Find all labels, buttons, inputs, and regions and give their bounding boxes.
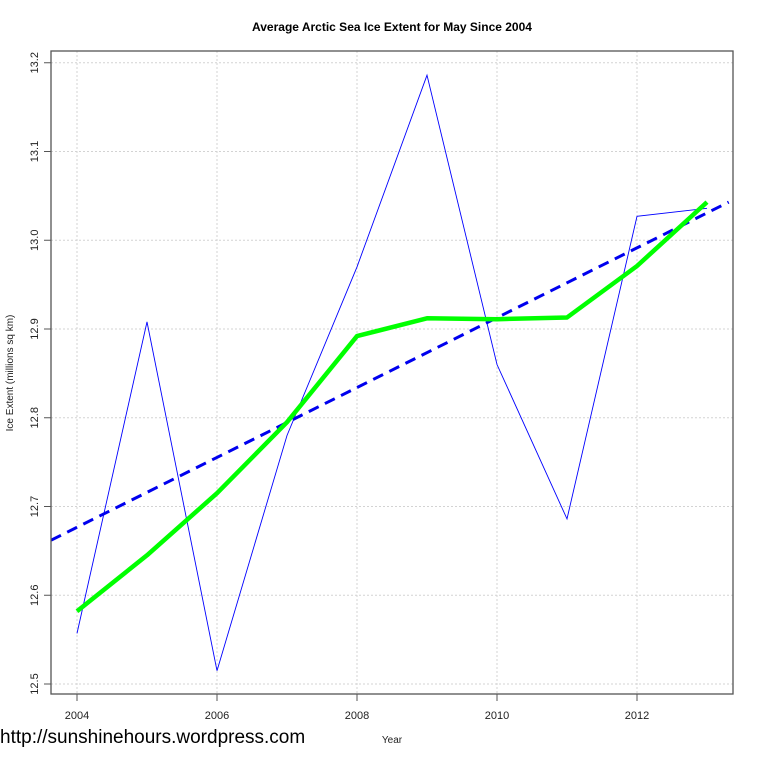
- series-trend-line: [50, 200, 730, 542]
- x-tick-label: 2010: [485, 710, 509, 722]
- y-tick-label: 12.5: [29, 673, 41, 694]
- plot-area: [50, 73, 730, 671]
- y-tick-label: 12.9: [29, 318, 41, 339]
- y-tick-label: 12.6: [29, 585, 41, 606]
- axes: 2004 2006 2008 2010 2012 12.5 12.6 12.7 12.8 12.9…: [29, 52, 649, 722]
- watermark-url: http://sunshinehours.wordpress.com: [0, 727, 306, 748]
- y-tick-label: 13.0: [29, 230, 41, 251]
- grid: [51, 51, 733, 694]
- series-smoothed-line: [75, 200, 709, 613]
- x-tick-label: 2004: [65, 710, 89, 722]
- y-tick-label: 12.7: [29, 496, 41, 517]
- plot-frame: [50, 50, 734, 695]
- chart-title: Average Arctic Sea Ice Extent for May Si…: [252, 20, 532, 34]
- y-tick-label: 12.8: [29, 407, 41, 428]
- x-tick-label: 2006: [205, 710, 229, 722]
- y-tick-label: 13.1: [29, 141, 41, 162]
- x-tick-label: 2012: [625, 710, 649, 722]
- y-axis-label: Ice Extent (millions sq km): [5, 315, 16, 432]
- series-extent-line: [76, 73, 708, 671]
- x-tick-label: 2008: [345, 710, 369, 722]
- x-axis-label: Year: [382, 735, 403, 746]
- y-tick-label: 13.2: [29, 52, 41, 73]
